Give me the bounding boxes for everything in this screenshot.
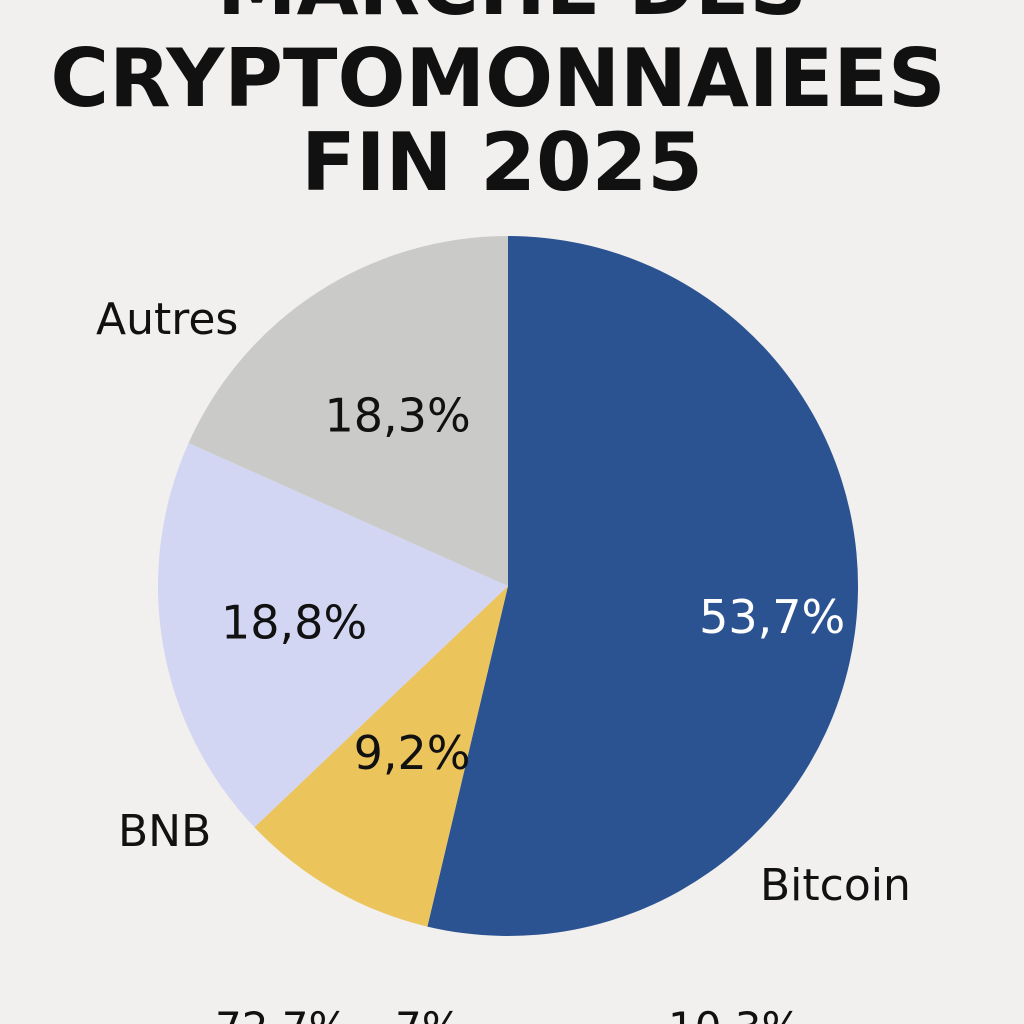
slice-name-labels: Bitcoin BNB Autres [96,294,911,911]
pie-slice-autres [188,235,508,586]
slice-value-label-unnamed-2: 18,8% [221,596,367,650]
slice-name-label-autres: Autres [96,294,238,345]
bottom-value-1: 72,7% [215,1003,348,1024]
pie-slice-bnb [254,586,508,927]
slice-value-label-bnb: 9,2% [354,726,471,780]
pie-slice-bitcoin [427,236,859,936]
pie-slices [158,235,859,936]
chart-title: MARCHÉ DES CRYPTOMONNAIEES FIN 2025 [50,0,945,209]
chart-title-line-1: MARCHÉ DES [217,0,807,33]
bottom-value-3: 10,3% [668,1003,801,1024]
bottom-value-2: 7% [395,1003,462,1024]
slice-value-label-bitcoin: 53,7% [699,590,845,644]
chart-title-line-2: CRYPTOMONNAIEES [50,32,945,125]
slice-name-label-bitcoin: Bitcoin [760,860,911,911]
pie-slice-unnamed-2 [158,442,509,828]
chart-title-line-3: FIN 2025 [301,116,703,209]
bottom-partial-values: 72,7% 7% 10,3% [215,1003,801,1024]
slice-name-label-bnb: BNB [118,806,211,857]
slice-value-label-autres: 18,3% [325,389,471,443]
slice-value-labels: 53,7% 9,2% 18,8% 18,3% [221,389,845,780]
